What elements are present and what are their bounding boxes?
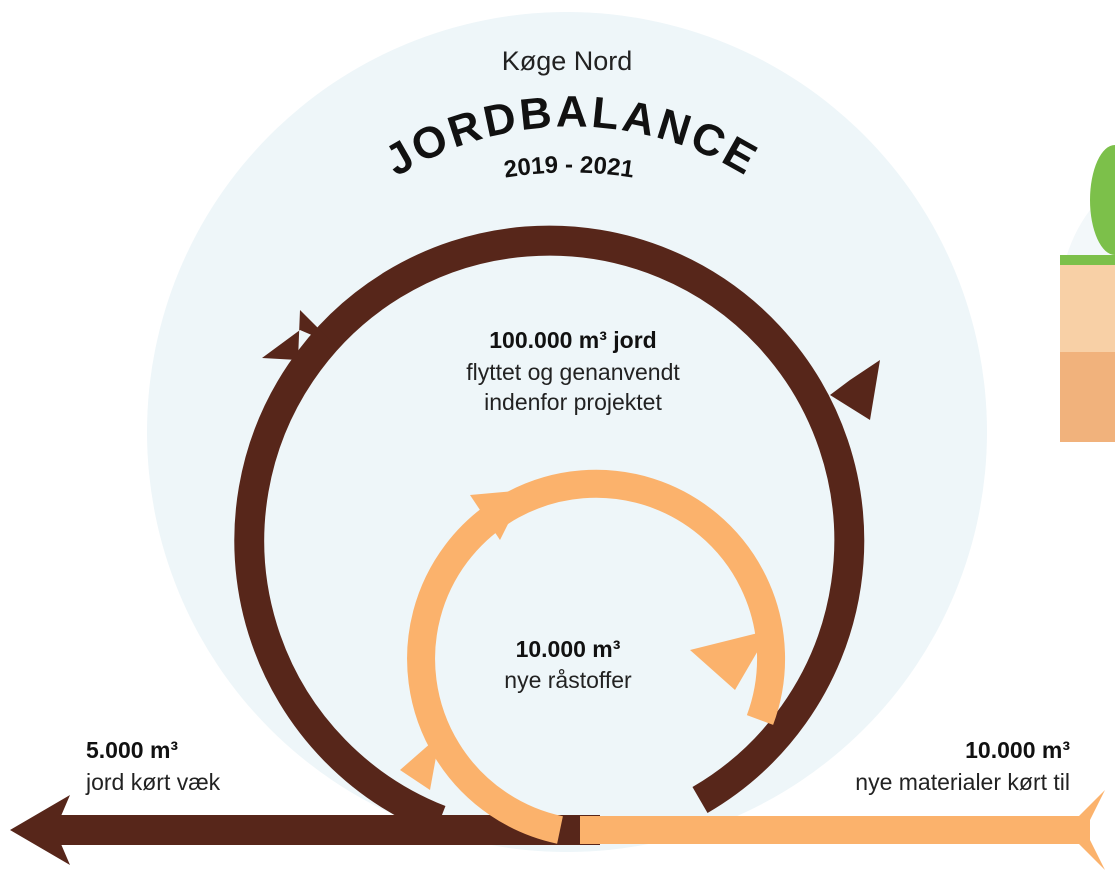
amount: 10.000 m³ <box>965 737 1070 763</box>
page: Køge Nord JORDBALANCE 2019 - 2021 100.00… <box>0 0 1115 874</box>
subtitle: Køge Nord <box>502 46 633 76</box>
label: nye råstoffer <box>504 667 632 693</box>
amount: 100.000 m³ jord <box>489 327 656 353</box>
diagram: Køge Nord JORDBALANCE 2019 - 2021 100.00… <box>0 0 1115 874</box>
side-illustration <box>1060 145 1115 450</box>
label: indenfor projektet <box>484 389 662 415</box>
amount: 5.000 m³ <box>86 737 178 763</box>
label: jord kørt væk <box>85 769 221 795</box>
label: flyttet og genanvendt <box>466 359 680 385</box>
label: nye materialer kørt til <box>855 769 1070 795</box>
arrowhead <box>1065 790 1105 870</box>
amount: 10.000 m³ <box>516 636 621 662</box>
